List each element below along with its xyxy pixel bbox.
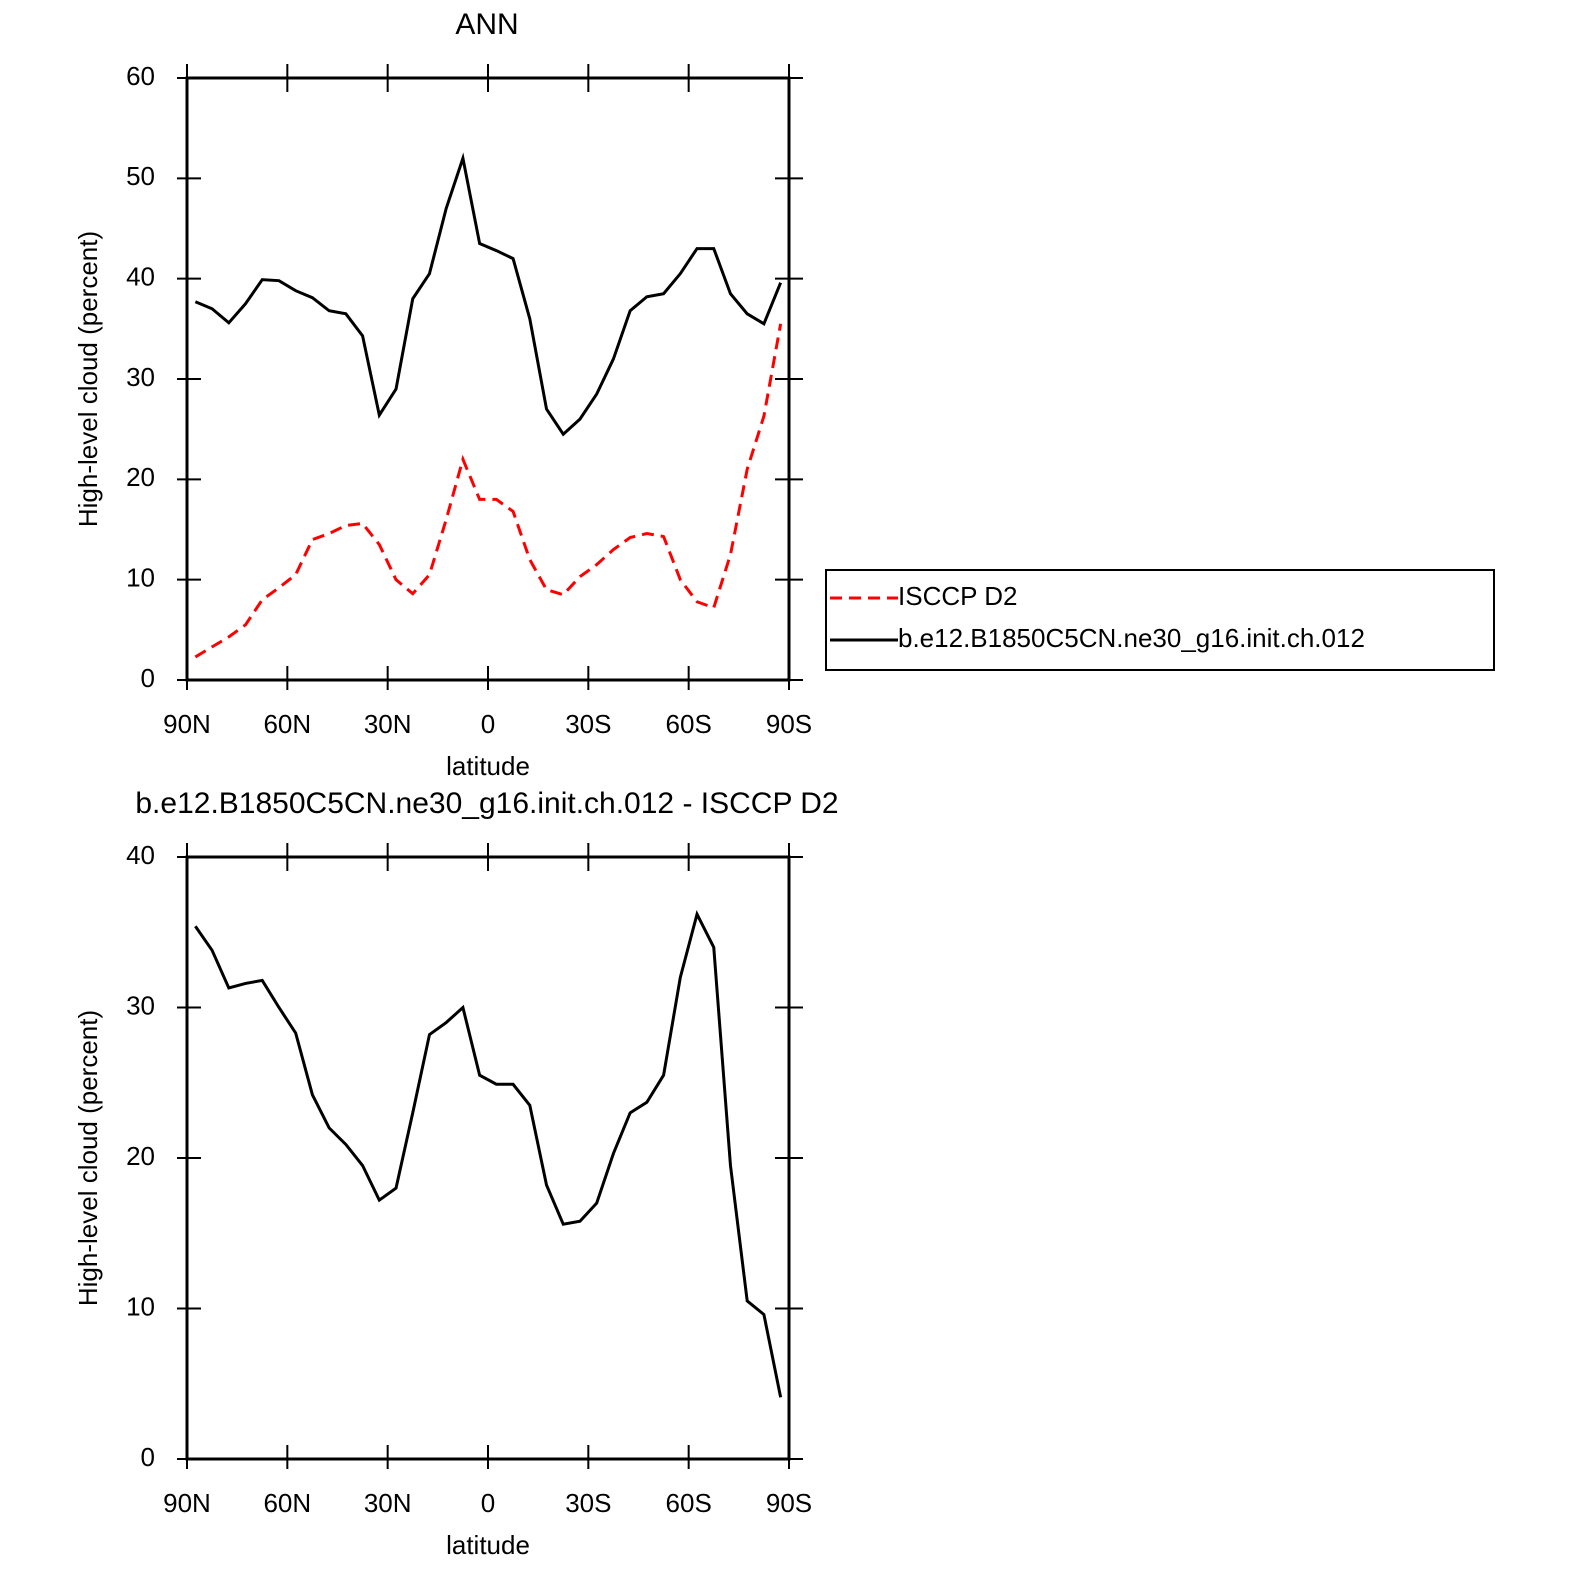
x-tick-label: 0 — [481, 1488, 495, 1518]
y-tick-label: 10 — [126, 1291, 155, 1321]
chart-panel: b.e12.B1850C5CN.ne30_g16.init.ch.012 - I… — [73, 787, 839, 1560]
x-tick-label: 30N — [364, 1488, 412, 1518]
chart-title: ANN — [455, 8, 518, 41]
y-tick-label: 0 — [141, 663, 155, 693]
plot-frame — [185, 76, 791, 682]
data-line — [194, 323, 783, 659]
y-axis-label: High-level cloud (percent) — [73, 1010, 103, 1306]
x-tick-label: 30S — [565, 1488, 611, 1518]
x-tick-label: 90S — [766, 1488, 812, 1518]
y-tick-label: 0 — [141, 1442, 155, 1472]
y-tick-label: 60 — [126, 61, 155, 91]
y-tick-label: 20 — [126, 1141, 155, 1171]
x-axis-label: latitude — [446, 1530, 530, 1560]
legend-box — [825, 569, 1495, 671]
x-axis-label: latitude — [446, 751, 530, 781]
x-tick-label: 90N — [163, 709, 211, 739]
data-line — [194, 152, 783, 437]
x-tick-label: 30N — [364, 709, 412, 739]
data-line — [194, 909, 783, 1398]
y-tick-label: 30 — [126, 362, 155, 392]
y-tick-label: 50 — [126, 161, 155, 191]
y-tick-label: 20 — [126, 462, 155, 492]
x-tick-label: 60S — [666, 1488, 712, 1518]
x-tick-label: 30S — [565, 709, 611, 739]
y-axis-label: High-level cloud (percent) — [73, 231, 103, 527]
x-tick-label: 90S — [766, 709, 812, 739]
y-tick-label: 40 — [126, 262, 155, 292]
chart-panel: ANN 0 10 20 30 40 50 60 90N 60N 30N 0 30S 60S 90S latit… — [73, 8, 1495, 781]
legend-label: ISCCP D2 — [898, 581, 1017, 611]
y-tick-label: 10 — [126, 563, 155, 593]
plot-frame — [185, 855, 791, 1461]
chart-title: b.e12.B1850C5CN.ne30_g16.init.ch.012 - I… — [135, 787, 838, 820]
x-tick-label: 60S — [666, 709, 712, 739]
legend: ISCCP D2 b.e12.B1850C5CN.ne30_g16.init.ch… — [825, 569, 1495, 671]
x-tick-label: 90N — [163, 1488, 211, 1518]
x-tick-label: 0 — [481, 709, 495, 739]
x-tick-label: 60N — [263, 1488, 311, 1518]
legend-label: b.e12.B1850C5CN.ne30_g16.init.ch.012 — [898, 623, 1365, 653]
x-tick-label: 60N — [263, 709, 311, 739]
y-tick-label: 30 — [126, 990, 155, 1020]
y-tick-label: 40 — [126, 840, 155, 870]
